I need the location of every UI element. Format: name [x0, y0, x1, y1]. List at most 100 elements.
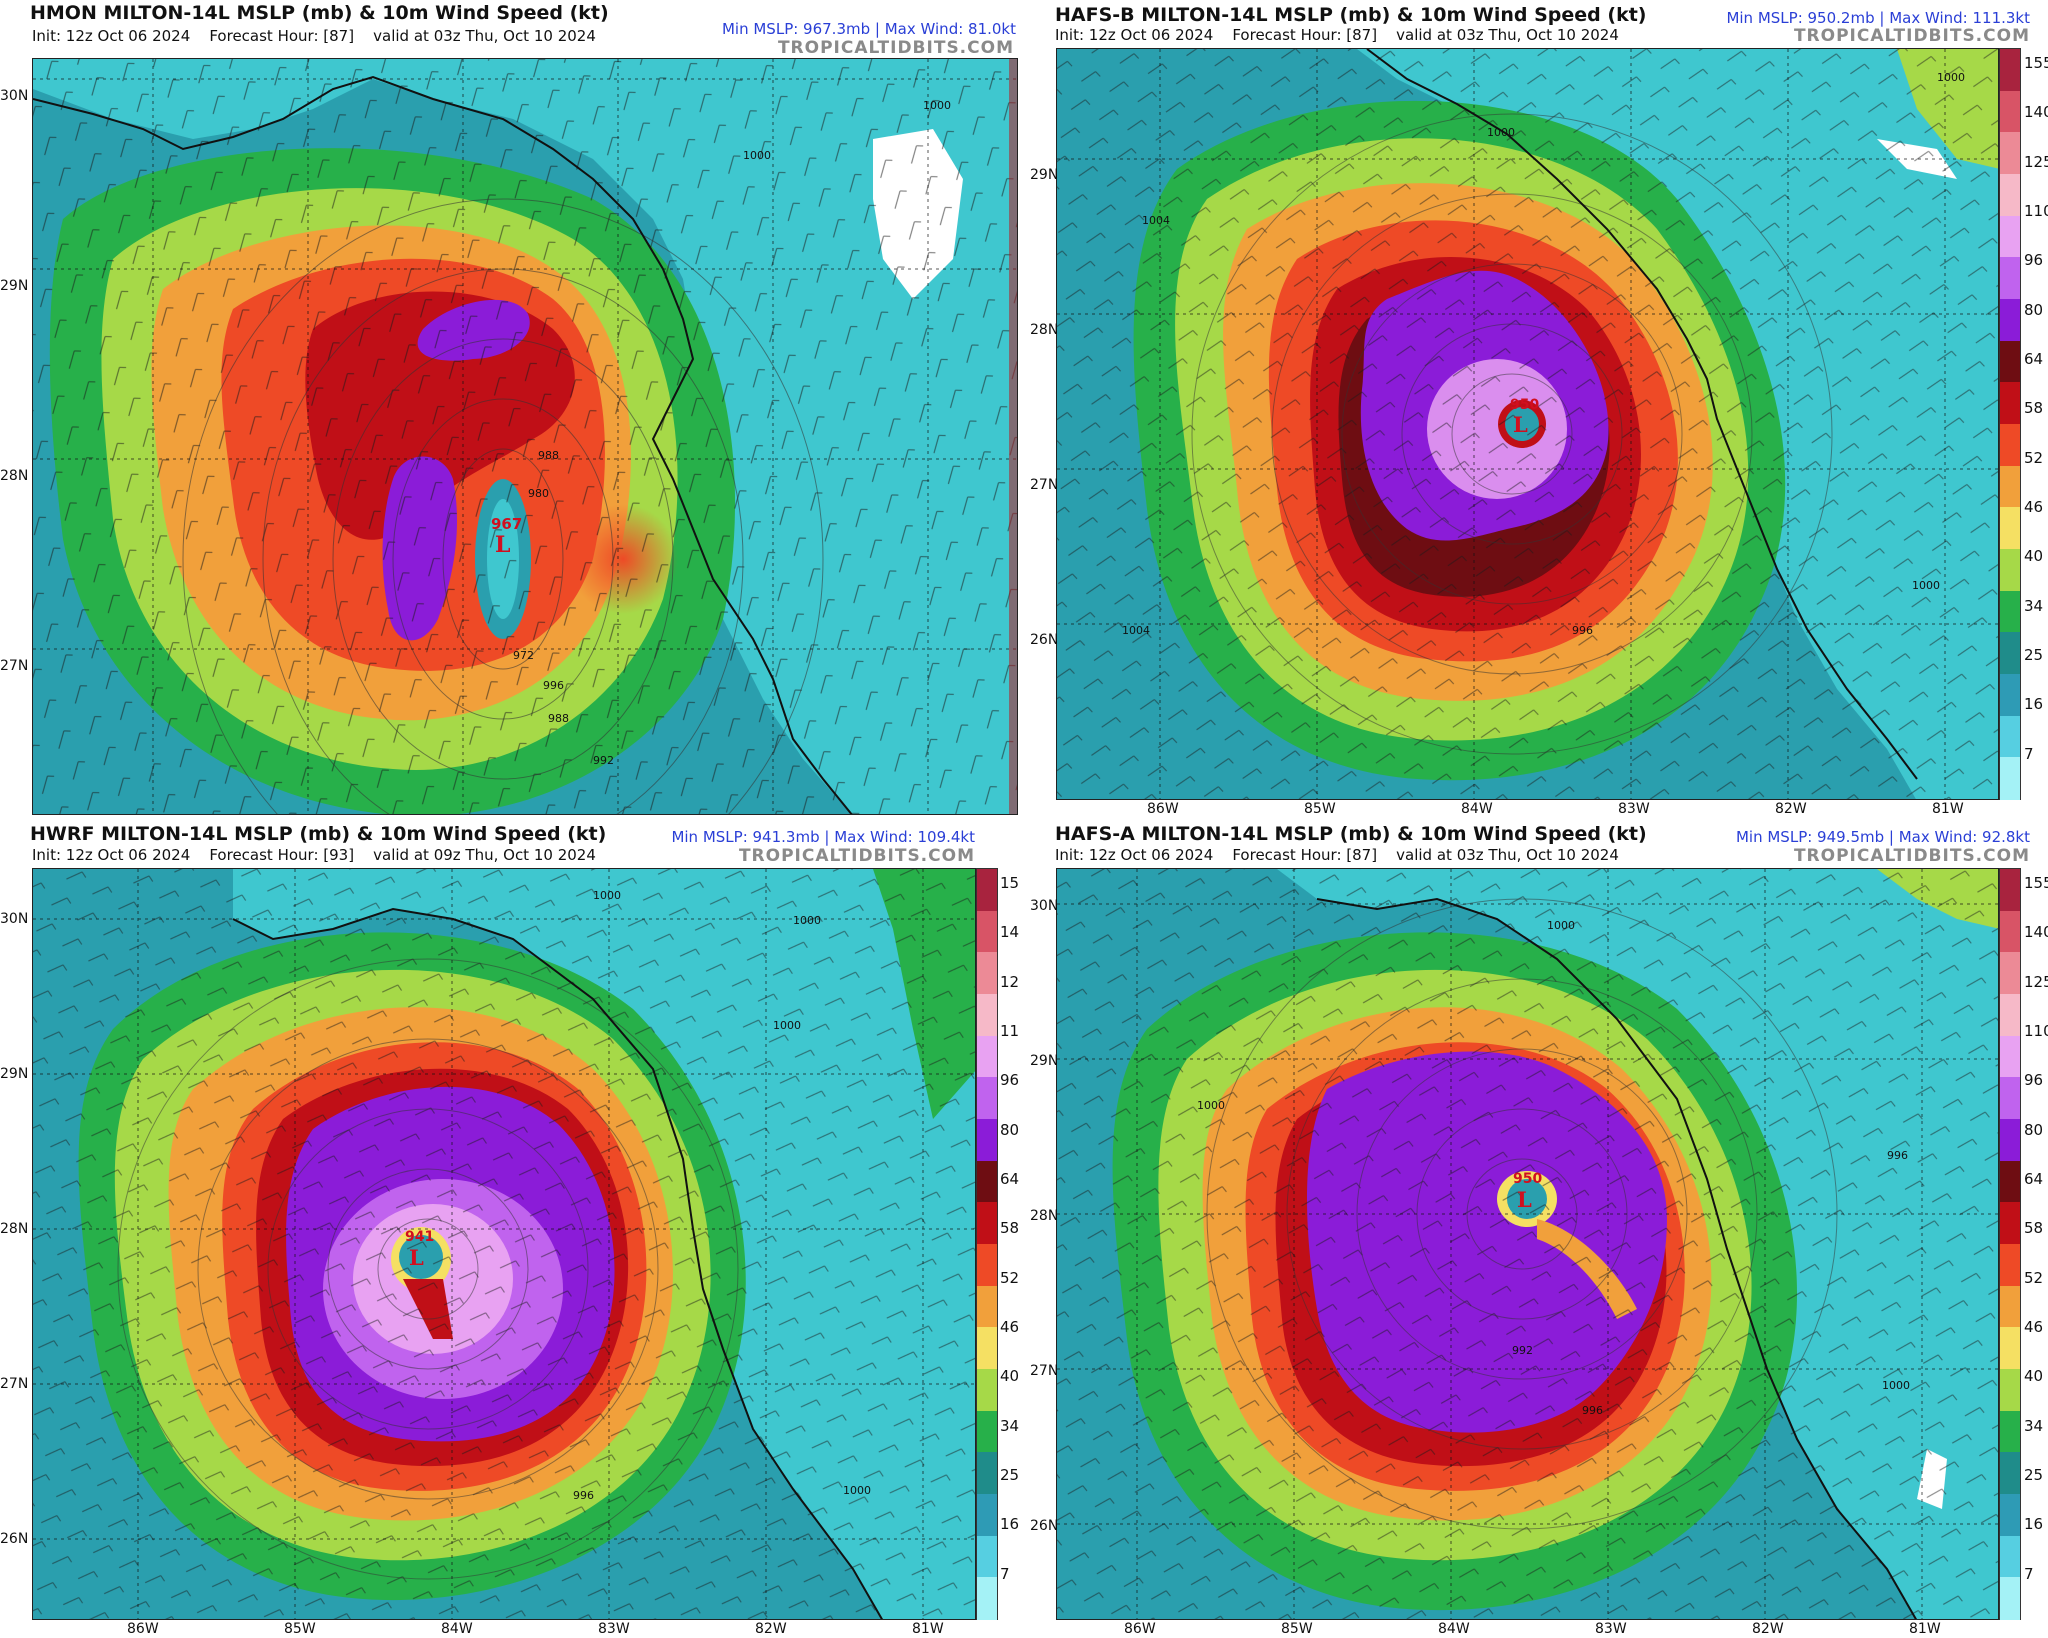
- isobar-label: 996: [1887, 1149, 1908, 1162]
- colorbar-segment: [977, 1202, 997, 1245]
- colorbar-label: 52: [2024, 1268, 2044, 1287]
- lon-label: 83W: [598, 1621, 630, 1637]
- panel-subtitle: Init: 12z Oct 06 2024 Forecast Hour: [87…: [1055, 26, 1619, 44]
- colorbar-segment: [2000, 1410, 2020, 1454]
- panel-subtitle: Init: 12z Oct 06 2024 Forecast Hour: [93…: [32, 846, 596, 864]
- isobar-label: 972: [513, 649, 534, 662]
- isobar-label: 996: [573, 1489, 594, 1502]
- lat-label: 28N: [1030, 1208, 1059, 1224]
- lon-label: 82W: [755, 1621, 787, 1637]
- colorbar-segment: [2000, 1452, 2020, 1495]
- lat-label: 26N: [0, 1531, 29, 1547]
- isobar-label: 1004: [1142, 214, 1170, 227]
- wind-field-map: 1000 1000 988 980 972 996 988 992 967 L: [33, 59, 1017, 814]
- colorbar-labels: 155 140 125 110 96 80 64 58 52 46 40 34 25 16 7: [1000, 868, 1020, 1620]
- colorbar-segment: [2000, 952, 2020, 995]
- min-mslp: Min MSLP: 949.5mb: [1735, 828, 1885, 846]
- lon-label: 83W: [1618, 801, 1650, 817]
- site-credit: TROPICALTIDBITS.COM: [1793, 846, 2030, 866]
- lat-label: 30N: [0, 88, 29, 104]
- colorbar-label: 110: [1000, 1022, 1020, 1041]
- colorbar: [1999, 48, 2021, 800]
- colorbar-label: 110: [2024, 202, 2048, 221]
- colorbar-segment: [2000, 632, 2020, 675]
- colorbar-label: 125: [2024, 972, 2048, 991]
- valid-time: valid at 03z Thu, Oct 10 2024: [373, 27, 596, 45]
- colorbar-segment: [2000, 1160, 2020, 1204]
- colorbar-label: 34: [2024, 596, 2044, 615]
- colorbar-label: 34: [2024, 1416, 2044, 1435]
- panel-stats: Min MSLP: 949.5mb | Max Wind: 92.8kt: [1735, 828, 2030, 846]
- lon-label: 82W: [1752, 1621, 1784, 1637]
- colorbar-label: 7: [2024, 744, 2034, 763]
- panel-hafs-b: HAFS-B MILTON-14L MSLP (mb) & 10m Wind S…: [1030, 0, 2048, 818]
- panel-stats: Min MSLP: 941.3mb | Max Wind: 109.4kt: [671, 828, 975, 846]
- isobar-label: 1000: [1882, 1379, 1910, 1392]
- isobar-label: 1000: [923, 99, 951, 112]
- lon-label: 84W: [1461, 801, 1493, 817]
- map-hafs-a: 1000 1000 996 992 996 1000 950 L: [1056, 868, 1999, 1620]
- low-pressure-symbol: L: [409, 1245, 424, 1270]
- colorbar-label: 46: [2024, 1318, 2044, 1337]
- colorbar-segment: [2000, 1535, 2020, 1579]
- colorbar: [1999, 868, 2021, 1620]
- colorbar-segment: [977, 1119, 997, 1162]
- colorbar-label: 140: [2024, 923, 2048, 942]
- colorbar-label: 52: [2024, 448, 2044, 467]
- colorbar-segment: [2000, 132, 2020, 175]
- colorbar-segment: [2000, 757, 2020, 800]
- colorbar-segment: [2000, 1035, 2020, 1079]
- low-pressure-value: 967: [491, 515, 522, 533]
- colorbar-segment: [2000, 1369, 2020, 1412]
- colorbar-segment: [2000, 382, 2020, 425]
- colorbar-segment: [2000, 1285, 2020, 1329]
- isobar-label: 1000: [1197, 1099, 1225, 1112]
- lon-label: 85W: [1281, 1621, 1313, 1637]
- colorbar-label: 46: [2024, 498, 2044, 517]
- map-hwrf: 1000 1000 1000 996 1000 941 L: [32, 868, 976, 1620]
- isobar-label: 980: [528, 487, 549, 500]
- colorbar-label: 155: [2024, 54, 2048, 72]
- colorbar-label: 7: [1000, 1564, 1010, 1583]
- isobar-label: 988: [548, 712, 569, 725]
- panel-title: HWRF MILTON-14L MSLP (mb) & 10m Wind Spe…: [30, 823, 607, 845]
- colorbar-label: 25: [2024, 646, 2044, 665]
- lat-label: 26N: [1030, 1518, 1059, 1534]
- isobar-label: 1004: [1122, 624, 1150, 637]
- lon-label: 85W: [284, 1621, 316, 1637]
- lon-label: 81W: [912, 1621, 944, 1637]
- colorbar-labels: 155 140 125 110 96 80 64 58 52 46 40 34 25 16 7: [2024, 48, 2048, 800]
- colorbar-labels: 155 140 125 110 96 80 64 58 52 46 40 34 25 16 7: [2024, 868, 2048, 1620]
- colorbar-segment: [2000, 340, 2020, 384]
- lat-label: 26N: [1030, 632, 1059, 648]
- isobar-label: 992: [593, 754, 614, 767]
- lon-label: 83W: [1595, 1621, 1627, 1637]
- colorbar-label: 25: [2024, 1466, 2044, 1485]
- colorbar-segment: [977, 869, 997, 912]
- lon-label: 81W: [1932, 801, 1964, 817]
- forecast-hour: Forecast Hour: [87]: [1232, 846, 1378, 864]
- isobar-label: 996: [1582, 1404, 1603, 1417]
- lon-label: 85W: [1304, 801, 1336, 817]
- colorbar-label: 16: [2024, 695, 2044, 714]
- colorbar-label: 52: [1000, 1268, 1020, 1287]
- panel-stats: Min MSLP: 967.3mb | Max Wind: 81.0kt: [721, 20, 1016, 38]
- max-wind: Max Wind: 92.8kt: [1898, 828, 2030, 846]
- max-wind: Max Wind: 81.0kt: [884, 20, 1016, 38]
- site-credit: TROPICALTIDBITS.COM: [1793, 26, 2030, 46]
- colorbar-segment: [2000, 994, 2020, 1037]
- init-time: Init: 12z Oct 06 2024: [1055, 846, 1214, 864]
- isobar-label: 1000: [1487, 126, 1515, 139]
- colorbar-segment: [2000, 215, 2020, 259]
- colorbar-segment: [977, 1160, 997, 1204]
- colorbar-label: 58: [2024, 399, 2044, 418]
- panel-subtitle: Init: 12z Oct 06 2024 Forecast Hour: [87…: [32, 27, 596, 45]
- panel-hmon: HMON MILTON-14L MSLP (mb) & 10m Wind Spe…: [0, 0, 1020, 818]
- colorbar-segment: [977, 994, 997, 1037]
- colorbar-segment: [2000, 90, 2020, 134]
- colorbar-segment: [2000, 299, 2020, 342]
- colorbar-segment: [2000, 1494, 2020, 1537]
- colorbar-segment: [977, 1494, 997, 1537]
- colorbar-segment: [2000, 869, 2020, 912]
- isobar-label: 1000: [793, 914, 821, 927]
